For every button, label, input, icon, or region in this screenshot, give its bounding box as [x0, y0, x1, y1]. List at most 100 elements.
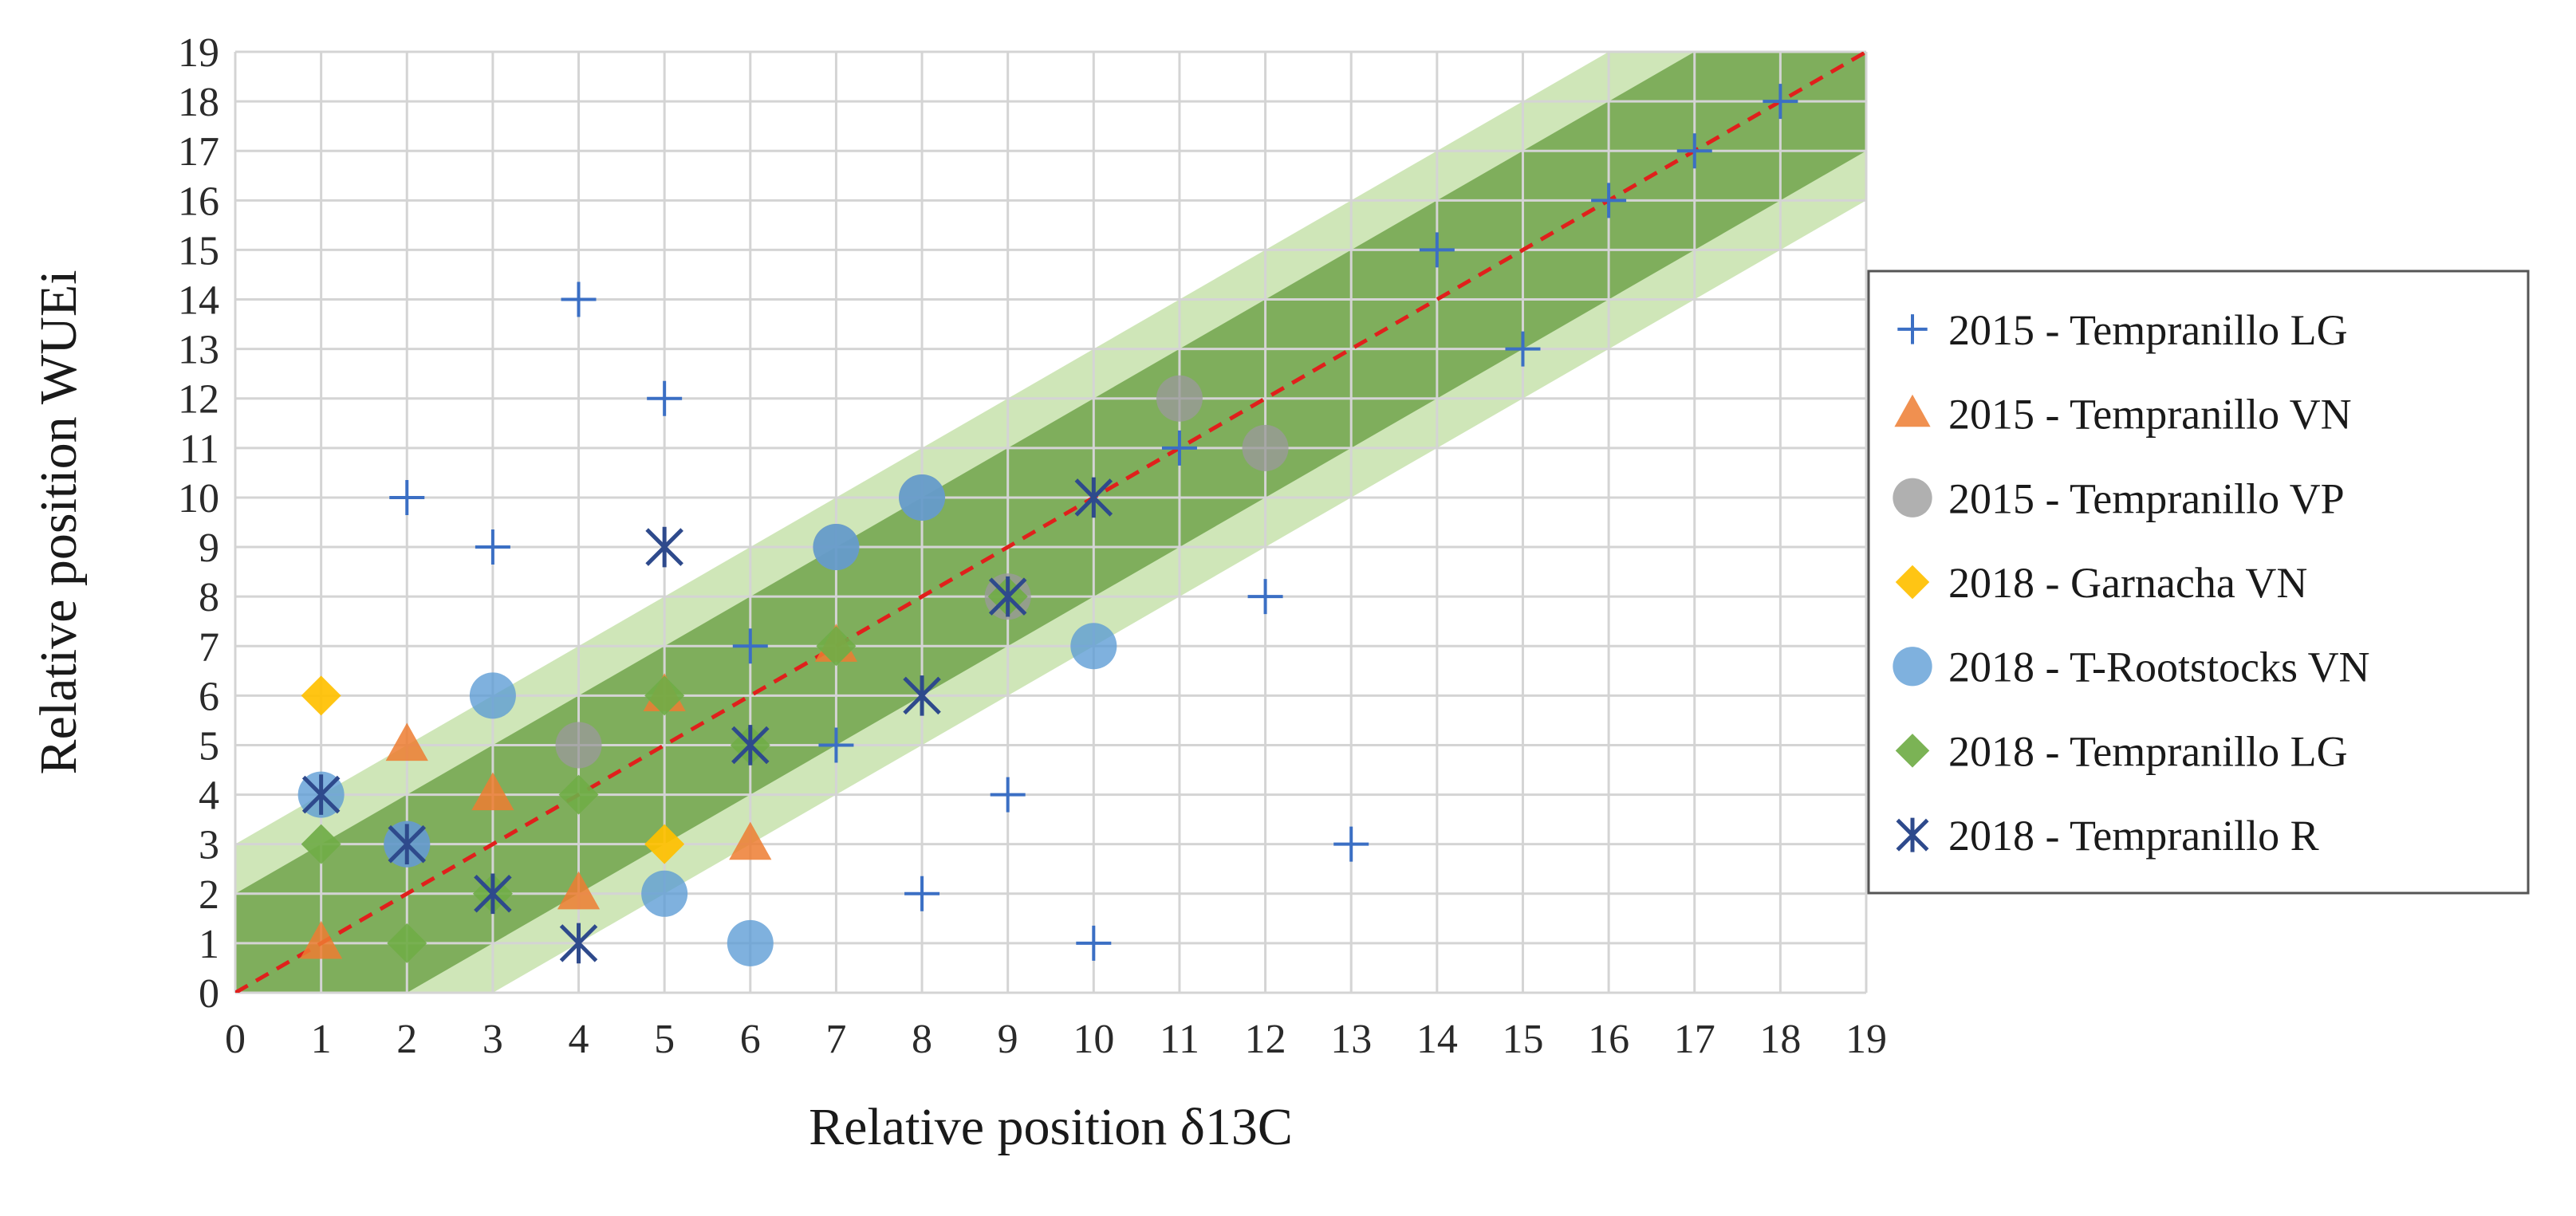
point-s4-7 [1070, 623, 1117, 670]
x-tick-label: 10 [1073, 1017, 1114, 1062]
x-tick-label: 4 [569, 1017, 589, 1062]
reference-line-group [235, 52, 1866, 993]
y-tick-label: 0 [199, 971, 219, 1017]
point-s6-1 [388, 824, 427, 864]
legend-marker-1 [1894, 394, 1931, 427]
y-tick-label: 15 [178, 228, 219, 274]
point-s0-1 [475, 529, 510, 565]
point-s6-0 [301, 774, 341, 815]
x-axis-title: Relative position δ13C [809, 1098, 1293, 1156]
legend-label: 2015 - Tempranillo VN [1948, 391, 2352, 439]
point-s6-4 [645, 526, 683, 568]
y-tick-label: 13 [178, 328, 219, 373]
y-tick-label: 12 [178, 377, 219, 423]
point-s2-1 [555, 722, 602, 769]
legend-label: 2015 - Tempranillo LG [1948, 306, 2348, 354]
x-tick-label: 8 [912, 1017, 932, 1062]
point-s0-3 [647, 380, 683, 416]
point-s3-0 [301, 675, 341, 716]
point-s4-3 [641, 870, 688, 917]
legend-marker-6 [1896, 817, 1929, 852]
y-axis-title: Relative position WUEi [30, 270, 88, 774]
y-tick-label: 4 [199, 773, 219, 819]
point-s1-5 [729, 821, 772, 860]
point-s5-0 [301, 824, 341, 864]
point-s0-5 [818, 727, 854, 763]
legend-marker-2 [1893, 478, 1932, 517]
legend-label: 2015 - Tempranillo VP [1948, 474, 2345, 522]
point-s0-8 [1076, 925, 1112, 961]
x-tick-label: 16 [1588, 1017, 1629, 1062]
x-tick-label: 13 [1330, 1017, 1372, 1062]
y-tick-label: 19 [178, 30, 219, 76]
point-s0-16 [1763, 84, 1798, 120]
legend-marker-0 [1897, 314, 1928, 344]
point-s5-6 [816, 626, 857, 667]
point-s0-11 [1333, 826, 1369, 862]
y-tick-label: 11 [179, 427, 219, 472]
legend-marker-4 [1893, 647, 1932, 687]
point-s1-0 [300, 920, 343, 959]
confidence-bands [235, 52, 1866, 993]
data-points [297, 84, 1798, 966]
point-s4-4 [727, 919, 774, 966]
y-tick-label: 6 [199, 674, 219, 719]
x-tick-label: 7 [825, 1017, 846, 1062]
legend-marker-3 [1895, 565, 1930, 600]
point-s6-3 [559, 923, 598, 964]
x-tick-label: 17 [1674, 1017, 1715, 1062]
x-tick-label: 15 [1502, 1017, 1543, 1062]
y-tick-label: 8 [199, 575, 219, 620]
y-tick-label: 5 [199, 723, 219, 769]
y-tick-label: 2 [199, 872, 219, 918]
legend-label: 2018 - T-Rootstocks VN [1948, 643, 2370, 691]
x-tick-label: 9 [998, 1017, 1018, 1062]
point-s0-2 [561, 281, 597, 317]
point-s0-9 [1161, 430, 1197, 466]
point-s6-6 [903, 675, 941, 716]
point-s3-1 [644, 824, 685, 864]
reference-line [235, 52, 1866, 993]
point-s4-5 [813, 524, 860, 571]
point-s0-10 [1247, 579, 1283, 615]
x-tick-label: 1 [311, 1017, 332, 1062]
point-s0-14 [1591, 183, 1627, 218]
legend-box [1867, 270, 2530, 895]
point-s4-6 [899, 474, 946, 521]
point-s6-5 [731, 725, 770, 765]
x-tick-label: 18 [1759, 1017, 1801, 1062]
point-s0-13 [1505, 331, 1541, 367]
point-s0-15 [1676, 133, 1712, 169]
point-s0-7 [990, 777, 1026, 813]
y-tick-label: 7 [199, 624, 219, 670]
point-s1-1 [385, 722, 428, 761]
legend-label: 2018 - Tempranillo R [1948, 812, 2319, 860]
y-tick-label: 1 [199, 922, 219, 967]
y-tick-label: 17 [178, 129, 219, 175]
point-s0-0 [389, 479, 425, 515]
x-tick-label: 0 [225, 1017, 246, 1062]
point-s6-8 [1074, 477, 1113, 518]
point-s2-5 [1156, 375, 1203, 422]
legend-label: 2018 - Tempranillo LG [1948, 727, 2348, 775]
x-tick-label: 6 [740, 1017, 761, 1062]
legend: 2015 - Tempranillo LG 2015 - Tempranillo … [1867, 270, 2530, 895]
point-s6-2 [474, 873, 512, 915]
x-tick-label: 19 [1845, 1017, 1887, 1062]
point-s0-6 [904, 876, 940, 911]
y-tick-label: 3 [199, 823, 219, 868]
y-tick-label: 16 [178, 179, 219, 224]
point-s5-1 [387, 923, 427, 963]
y-tick-label: 18 [178, 80, 219, 125]
point-s5-3 [558, 774, 599, 815]
legend-label: 2018 - Garnacha VN [1948, 559, 2307, 607]
point-s1-2 [471, 772, 514, 811]
point-s0-4 [732, 628, 768, 664]
y-tick-label: 10 [178, 476, 219, 521]
x-tick-label: 2 [396, 1017, 417, 1062]
x-axis-ticks: 0 1 2 3 4 5 6 7 8 9 10 11 12 13 14 15 16 17 18 19 [225, 1017, 1887, 1062]
x-tick-label: 3 [483, 1017, 503, 1062]
point-s6-7 [988, 576, 1027, 617]
